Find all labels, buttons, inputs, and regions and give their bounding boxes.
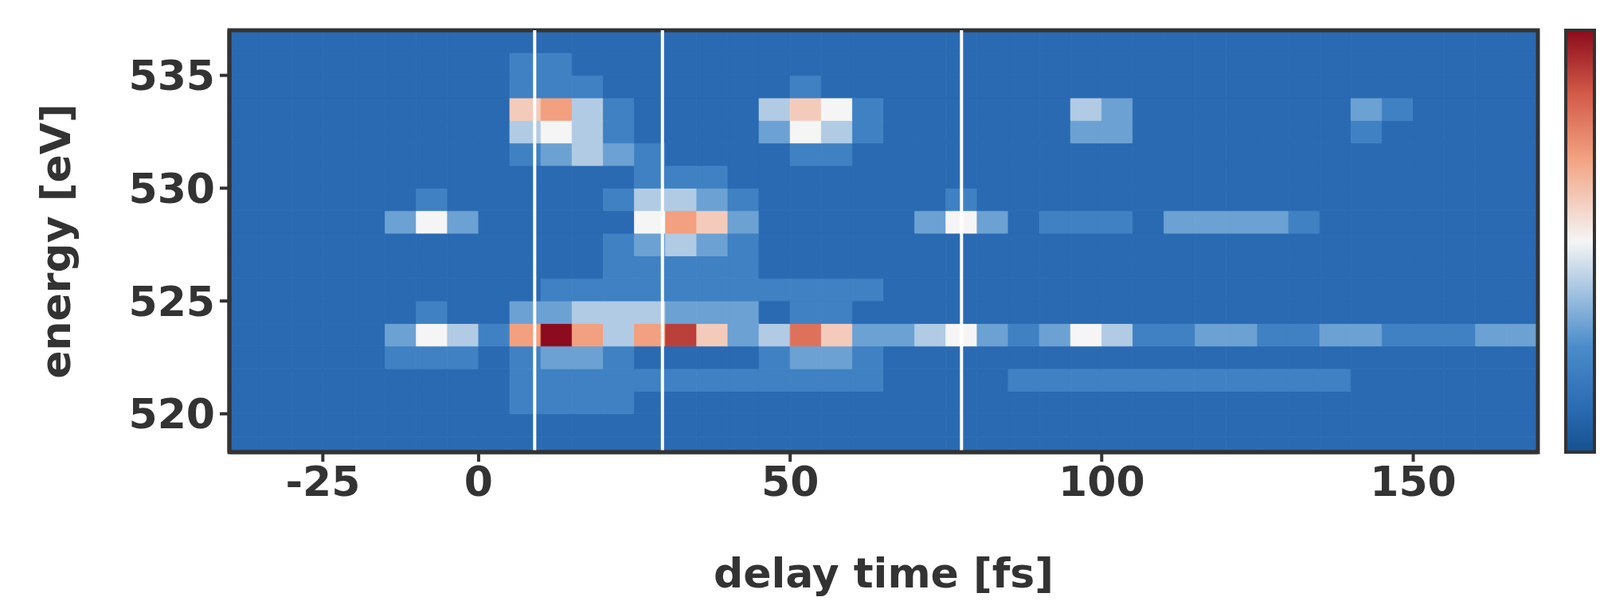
svg-text:energy [eV]: energy [eV] [31,103,80,379]
svg-text:150: 150 [1369,457,1457,506]
svg-text:100: 100 [1058,457,1146,506]
svg-text:520: 520 [128,390,216,439]
svg-text:525: 525 [128,277,216,326]
svg-text:-25: -25 [285,457,360,506]
svg-text:535: 535 [128,51,216,100]
svg-text:530: 530 [128,164,216,213]
svg-text:0: 0 [464,457,493,506]
svg-text:50: 50 [761,457,819,506]
svg-text:delay time [fs]: delay time [fs] [713,549,1054,598]
